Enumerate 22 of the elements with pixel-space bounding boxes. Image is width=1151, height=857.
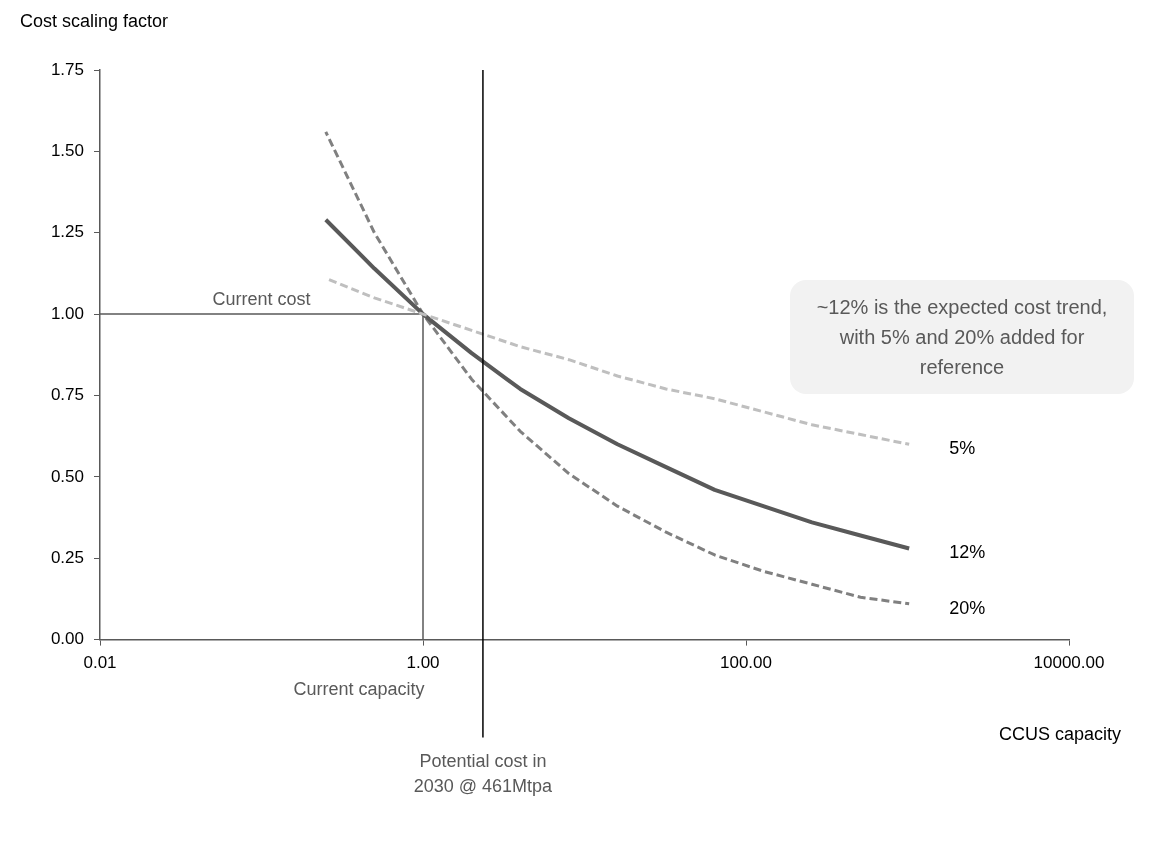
y-tick-label: 0.75 — [50, 385, 84, 405]
x-tick-label: 10000.00 — [1033, 653, 1105, 673]
x-tick-label: 100.00 — [720, 653, 772, 673]
y-tick-label: 1.75 — [50, 59, 84, 79]
text: 5% — [949, 438, 976, 459]
callout-box: ~12% is the expected cost trend, with 5% and 20% added for reference — [790, 280, 1134, 394]
annotation: ~12% is the expected cost trend, with 5% and 20% added for reference — [816, 296, 1108, 378]
x-axis-title: CCUS capacity — [998, 723, 1121, 744]
y-tick-label: 1.50 — [50, 141, 84, 161]
text: 12% — [949, 542, 986, 563]
y-tick-label: 1.25 — [50, 222, 84, 242]
x-tick-label: 0.01 — [83, 653, 117, 673]
y-tick-label: 0.25 — [50, 547, 84, 567]
x-tick-label: 1.00 — [406, 653, 440, 673]
annotation: Current cost — [212, 288, 311, 309]
text: Current capacity — [293, 678, 425, 699]
ref-line-label: Potential cost in 2030 @ 461Mtpa — [413, 750, 554, 796]
y-tick-label: 0.50 — [50, 466, 84, 486]
text: 20% — [949, 597, 986, 618]
y-tick-label: 0.00 — [50, 629, 84, 649]
y-axis-title: Cost scaling factor — [20, 10, 169, 31]
y-tick-label: 1.00 — [50, 303, 84, 323]
